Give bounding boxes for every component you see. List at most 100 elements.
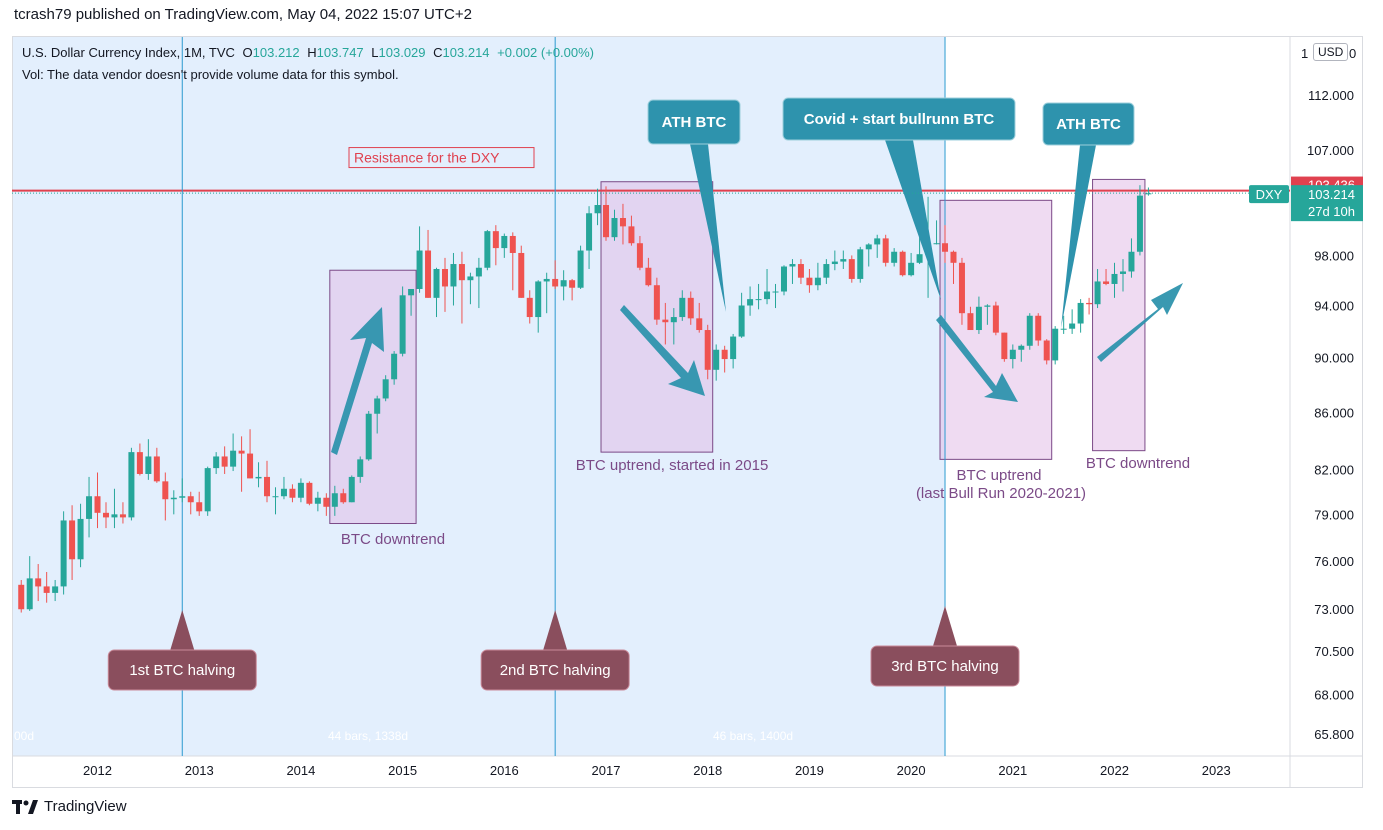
- legend-ohlc: U.S. Dollar Currency Index, 1M, TVC O103…: [22, 45, 594, 60]
- candle-body: [950, 251, 957, 263]
- y-tick-label: 86.000: [1314, 405, 1354, 420]
- candle-body: [1035, 315, 1042, 341]
- candle-body: [69, 520, 76, 560]
- candle-body: [467, 276, 474, 281]
- candle-body: [518, 252, 525, 298]
- candle-body: [806, 277, 813, 286]
- candle-body: [1026, 315, 1033, 346]
- candle-body: [247, 453, 254, 479]
- candle-body: [382, 379, 389, 399]
- current-price-tag: [1291, 185, 1363, 222]
- halving-label-3: 3rd BTC halving: [891, 658, 999, 675]
- annotation-box-4[interactable]: [1092, 178, 1146, 452]
- box-label-1: BTC downtrend: [341, 531, 445, 548]
- candle-body: [628, 226, 635, 244]
- candle-body: [908, 262, 915, 276]
- resistance-label-box: [348, 147, 535, 169]
- halving-label-box-1: [107, 649, 257, 691]
- candle-body: [416, 250, 423, 289]
- candle-body: [408, 288, 415, 296]
- legend-l-label: L: [371, 45, 379, 60]
- footer-branding[interactable]: TradingView: [12, 798, 127, 815]
- currency-button[interactable]: USD: [1313, 43, 1349, 61]
- candle-body: [238, 450, 245, 454]
- candle-body: [196, 502, 203, 512]
- trend-arrow-up-2: [1097, 283, 1183, 362]
- candle-body: [984, 305, 991, 307]
- y-tick-label: 70.500: [1314, 644, 1354, 659]
- candle-body: [145, 456, 152, 474]
- candle-body: [441, 268, 448, 287]
- candle-body: [264, 476, 271, 497]
- chart-frame[interactable]: [12, 36, 1363, 788]
- candle-body: [526, 297, 533, 318]
- candle-body: [128, 452, 135, 518]
- candle-body: [662, 319, 669, 323]
- y-tick-label-cut: 0: [1349, 46, 1356, 61]
- candle-body: [272, 496, 279, 498]
- candle-body: [450, 264, 457, 287]
- candle-body: [331, 493, 338, 507]
- candle-body: [1018, 345, 1025, 350]
- callout-ath-2-box: [1042, 102, 1135, 146]
- candle-body: [721, 349, 728, 360]
- bar-count-2: 44 bars, 1338d: [328, 729, 408, 743]
- candle-body: [552, 278, 559, 287]
- callout-ath-2-label: ATH BTC: [1056, 116, 1121, 133]
- candle-body: [230, 450, 237, 467]
- candle-body: [874, 238, 881, 245]
- candle-body: [603, 205, 610, 238]
- halving-label-2: 2nd BTC halving: [500, 662, 611, 679]
- y-tick-label: 98.000: [1314, 248, 1354, 263]
- candle-body: [43, 586, 50, 593]
- candle-body: [958, 262, 965, 314]
- tradingview-logo-icon: [12, 799, 38, 814]
- x-tick-label: 2023: [1202, 763, 1231, 778]
- candle-body: [679, 297, 686, 318]
- candle-body: [611, 218, 618, 238]
- candle-body: [77, 518, 84, 560]
- candle-body: [899, 251, 906, 276]
- symbol-tag: [1249, 185, 1289, 204]
- legend-change: +0.002 (+0.00%): [497, 45, 595, 60]
- x-tick-label: 2020: [897, 763, 926, 778]
- candle-body: [840, 259, 847, 262]
- candle-body: [1077, 302, 1084, 324]
- y-tick-label: 112.000: [1308, 88, 1354, 103]
- box-label-2: BTC uptrend, started in 2015: [576, 457, 769, 474]
- trend-arrow-down-2: [936, 315, 1018, 402]
- candle-body: [1052, 328, 1059, 361]
- legend-c-label: C: [433, 45, 443, 60]
- candle-body: [1111, 273, 1118, 284]
- candle-body: [560, 280, 567, 287]
- candle-body: [713, 349, 720, 370]
- candle-body: [764, 291, 771, 300]
- candle-body: [297, 482, 304, 498]
- y-tick-label: 90.000: [1314, 351, 1354, 366]
- y-tick-label-cut: 1: [1301, 46, 1308, 61]
- candle-body: [187, 496, 194, 503]
- trend-arrow-down-1: [620, 305, 705, 396]
- y-tick-label: 107.000: [1307, 143, 1354, 158]
- x-tick-label: 2017: [592, 763, 621, 778]
- candle-body: [942, 243, 949, 252]
- x-tick-label: 2012: [83, 763, 112, 778]
- candle-body: [162, 481, 169, 500]
- x-tick-label: 2019: [795, 763, 824, 778]
- candle-body: [323, 497, 330, 507]
- candle-body: [916, 254, 923, 263]
- candle-body: [789, 264, 796, 267]
- candle-body: [1043, 340, 1050, 361]
- candle-body: [509, 235, 516, 253]
- y-tick-label: 73.000: [1314, 602, 1354, 617]
- candle-body: [255, 476, 262, 479]
- halving-label-1: 1st BTC halving: [129, 662, 235, 679]
- candle-body: [619, 218, 626, 227]
- callout-ath-2-pointer: [1061, 145, 1096, 328]
- candle-body: [865, 244, 872, 250]
- y-tick-label: 94.000: [1314, 298, 1354, 313]
- candle-body: [543, 278, 550, 282]
- box-label-3-line2: (last Bull Run 2020-2021): [916, 485, 1086, 502]
- candle-body: [780, 266, 787, 292]
